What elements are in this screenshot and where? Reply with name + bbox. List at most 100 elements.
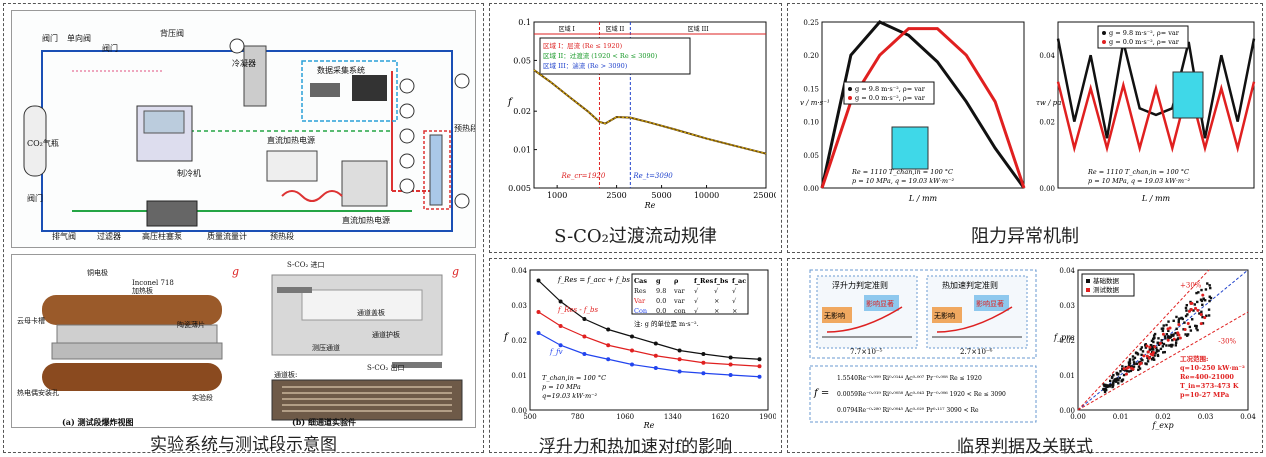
y-axis-label: τw / pa <box>1036 99 1061 107</box>
data-point-base <box>1153 354 1156 357</box>
data-point-base <box>1159 347 1163 351</box>
table-cell: Con <box>634 307 647 315</box>
panel-transition <box>489 3 782 253</box>
data-point-base <box>1189 329 1193 332</box>
series-label-fv: f_fv <box>549 348 563 356</box>
condition: p = 10 MPa, q = 19.03 kW·m⁻² <box>1088 177 1191 185</box>
data-point-base <box>1130 365 1133 368</box>
condition: Re = 1110 T_chan,in = 100 °C <box>851 168 953 176</box>
equation: f_Res = f_acc + f_bs <box>557 276 630 284</box>
data-point-test <box>1145 344 1149 348</box>
y-tick-label: 0.03 <box>511 302 527 310</box>
x-tick-label: 0.03 <box>1198 413 1214 421</box>
svg-text:CO₂气瓶: CO₂气瓶 <box>27 138 59 148</box>
chart-velocity: 0.00 0.05 0.10 0.15 0.20 0.25 L / mm v / m·s⁻¹ g… <box>792 10 1030 215</box>
plot-frame <box>821 21 1025 189</box>
data-point-base <box>1161 327 1165 330</box>
data-point-base <box>1174 344 1178 347</box>
data-point-base <box>1124 365 1127 369</box>
data-point-base <box>1131 355 1135 358</box>
data-point-base <box>1148 348 1152 351</box>
data-point-base <box>1184 333 1187 336</box>
condition: p = 10 MPa <box>542 383 581 391</box>
table-cell: con <box>674 307 686 315</box>
svg-text:实验段: 实验段 <box>192 393 213 402</box>
table-cell: var <box>673 297 686 305</box>
data-point-test <box>1146 350 1150 354</box>
data-point-base <box>1185 303 1189 307</box>
y-tick-label: 0.20 <box>803 52 819 60</box>
caption-left: 实验系统与测试段示意图 <box>150 435 337 455</box>
data-point-base <box>1124 369 1127 372</box>
data-point-base <box>1102 388 1105 391</box>
x-axis-label: Re <box>644 201 656 210</box>
svg-text:Inconel 718: Inconel 718 <box>132 279 174 287</box>
data-point-base <box>1174 331 1177 335</box>
data-point-base <box>1104 383 1107 387</box>
table-cell: √ <box>694 307 699 315</box>
chart-parity: 0.00 0.01 0.02 0.03 0.04 0.00 0.01 0.02 0.03 0.04… <box>1048 262 1258 430</box>
table-cell: 9.8 <box>656 287 666 295</box>
data-point-base <box>1144 344 1147 347</box>
y-axis-label: f <box>503 332 510 343</box>
y-tick-label: 0.02 <box>511 337 527 345</box>
data-point-base <box>1170 345 1173 348</box>
data-point-base <box>1108 385 1111 388</box>
x-tick-label: 780 <box>571 413 584 421</box>
x-tick-label: 1000 <box>547 191 567 200</box>
data-point-test <box>1124 372 1128 376</box>
data-point-base <box>1170 333 1173 337</box>
data-point-base <box>1207 314 1211 317</box>
data-point-base <box>1188 325 1192 329</box>
data-point-base <box>1199 298 1203 301</box>
data-point-base <box>1186 333 1190 336</box>
channel-sketch <box>1172 71 1204 119</box>
data-point-base <box>1157 337 1160 340</box>
series-line <box>538 311 760 367</box>
data-point-base <box>1165 344 1168 347</box>
data-point-base <box>1150 339 1154 343</box>
panel-buoyancy <box>489 258 782 453</box>
legend-box <box>1097 25 1189 49</box>
series-line <box>538 332 760 378</box>
legend-marker <box>848 96 852 100</box>
data-point-base <box>1150 350 1154 354</box>
caption-a: (a) 测试段爆炸视图 <box>62 417 134 427</box>
x-tick-label: 5000 <box>651 191 671 200</box>
data-point-base <box>1162 342 1166 346</box>
annotation-plus30: +30% <box>1180 282 1202 290</box>
data-point-base <box>1156 353 1159 357</box>
data-point-base <box>1203 299 1207 302</box>
y-tick-label: 0.01 <box>513 146 531 155</box>
y-tick-label: 0.02 <box>513 107 531 116</box>
data-point-base <box>1115 371 1118 375</box>
data-point-base <box>1178 317 1181 320</box>
svg-text:通道护板: 通道护板 <box>372 330 400 339</box>
legend-entry: g = 0.0 m·s⁻², ρ= var <box>1109 38 1180 46</box>
data-point-base <box>1105 384 1108 387</box>
svg-text:排气阀: 排气阀 <box>52 231 76 241</box>
data-point-base <box>1103 390 1107 394</box>
note: 注: g 的单位是 m·s⁻². <box>634 319 699 328</box>
series-line <box>1056 80 1256 154</box>
data-point-test <box>1161 332 1165 336</box>
y-tick-label: 0.04 <box>511 267 527 275</box>
svg-text:陶瓷薄片: 陶瓷薄片 <box>177 320 205 329</box>
data-point-test <box>1145 354 1149 358</box>
svg-text:S-CO₂ 出口: S-CO₂ 出口 <box>367 363 405 372</box>
data-point-base <box>1150 348 1154 351</box>
x-tick-label: 2500 <box>606 191 626 200</box>
svg-text:预热段: 预热段 <box>270 231 294 241</box>
svg-text:制冷机: 制冷机 <box>177 168 201 178</box>
label-no-effect-2: 无影响 <box>934 311 955 320</box>
x-tick-label: 1620 <box>711 413 729 421</box>
data-point-test <box>1147 356 1151 360</box>
data-point-base <box>1201 315 1204 319</box>
data-point-base <box>1128 359 1132 362</box>
data-point-base <box>1157 343 1161 346</box>
data-point-base <box>1200 299 1204 303</box>
svg-text:背压阀: 背压阀 <box>160 28 184 38</box>
data-point-test <box>1203 316 1207 320</box>
svg-text:铜电极: 铜电极 <box>87 268 108 277</box>
x-tick-label: 500 <box>523 413 536 421</box>
